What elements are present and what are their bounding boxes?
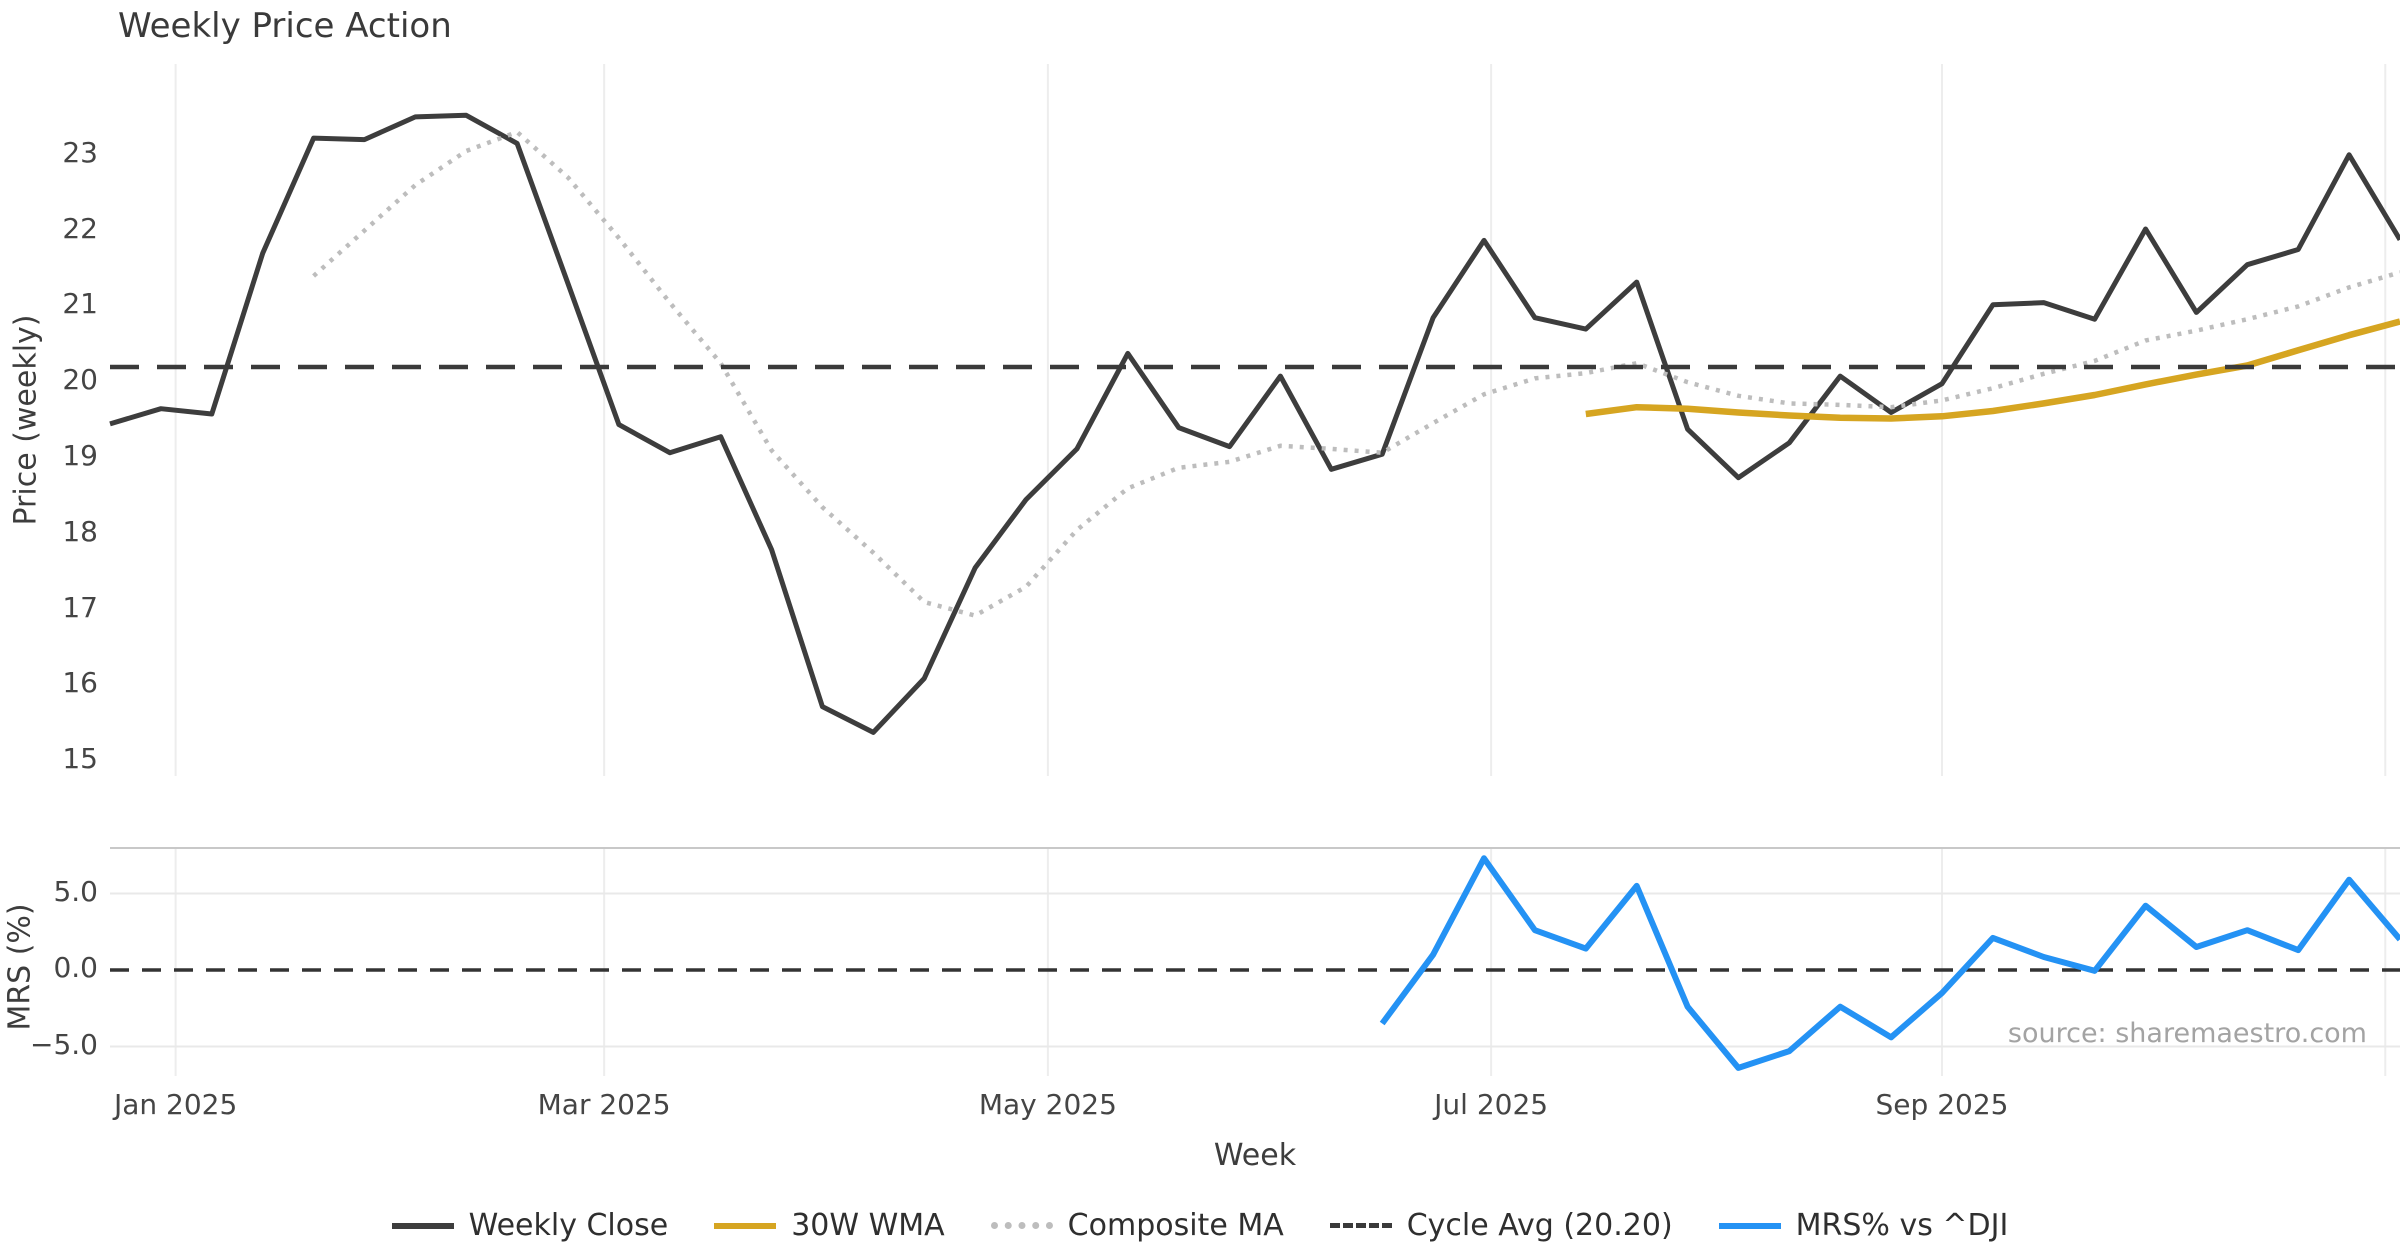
price-ytick-22: 22	[62, 211, 98, 245]
mrs-ytick-0: 0.0	[53, 951, 98, 984]
xtick-mar-2025: Mar 2025	[537, 1088, 671, 1121]
price-axis-label: Price (weekly)	[8, 314, 44, 526]
legend-label: 30W WMA	[791, 1208, 945, 1243]
xtick-jan-2025: Jan 2025	[113, 1088, 238, 1121]
price-ytick-16: 16	[62, 666, 98, 700]
xtick-jul-2025: Jul 2025	[1434, 1088, 1549, 1121]
series-30w-wma	[1585, 318, 2400, 422]
weekly-close-line-icon	[391, 1222, 454, 1229]
x-axis-label: Week	[1213, 1138, 1297, 1173]
xtick-may-2025: May 2025	[978, 1088, 1117, 1121]
price-ytick-20: 20	[62, 363, 98, 397]
legend-item-30w-wma: 30W WMA	[714, 1208, 945, 1243]
composite-ma-dotted-line-icon	[990, 1222, 1053, 1229]
chart-legend: Weekly Close 30W WMA Composite MA Cycle …	[0, 1208, 2400, 1243]
series-mrs-vs-dji	[1379, 855, 2400, 1071]
mrs-line-icon	[1718, 1222, 1781, 1229]
source-credit: source: sharemaestro.com	[2007, 1018, 2367, 1049]
cycle-avg-dashed-line-icon	[1329, 1223, 1392, 1228]
price-ytick-19: 19	[62, 438, 98, 472]
price-ytick-18: 18	[62, 514, 98, 548]
mrs-ytick-5: 5.0	[53, 874, 98, 908]
legend-item-mrs: MRS% vs ^DJI	[1718, 1208, 2009, 1243]
chart-title: Weekly Price Action	[118, 6, 452, 46]
legend-label: Composite MA	[1067, 1208, 1284, 1243]
price-ytick-15: 15	[62, 742, 98, 776]
mrs-ytick--5: −5.0	[30, 1027, 98, 1061]
legend-item-composite-ma: Composite MA	[990, 1208, 1284, 1243]
series-weekly-close	[109, 112, 2400, 735]
price-ytick-23: 23	[62, 135, 98, 169]
legend-item-cycle-avg: Cycle Avg (20.20)	[1329, 1208, 1673, 1243]
series-composite-ma	[312, 129, 2400, 618]
price-ytick-21: 21	[62, 287, 98, 321]
price-ytick-17: 17	[62, 590, 98, 624]
legend-item-weekly-close: Weekly Close	[391, 1208, 669, 1243]
legend-label: Cycle Avg (20.20)	[1406, 1208, 1673, 1243]
xtick-sep-2025: Sep 2025	[1875, 1088, 2009, 1121]
wma-line-icon	[714, 1222, 777, 1229]
legend-label: MRS% vs ^DJI	[1795, 1208, 2009, 1243]
legend-label: Weekly Close	[468, 1208, 669, 1243]
